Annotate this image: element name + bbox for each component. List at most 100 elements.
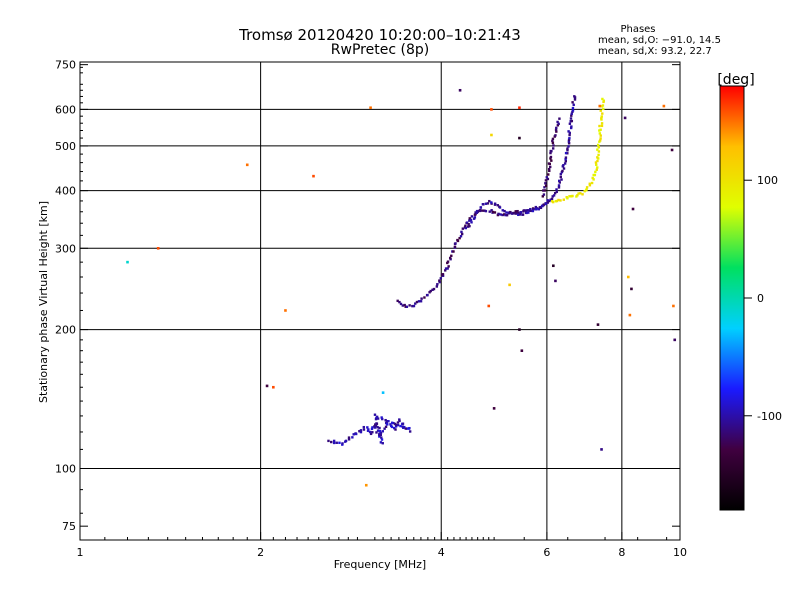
data-point xyxy=(571,194,574,198)
data-point xyxy=(596,156,599,159)
data-point xyxy=(429,289,432,293)
data-point xyxy=(452,250,455,253)
data-point xyxy=(623,116,627,120)
data-point xyxy=(531,208,535,211)
data-point xyxy=(467,222,470,226)
data-point xyxy=(568,122,572,125)
data-point xyxy=(367,428,370,431)
data-point xyxy=(332,441,336,445)
data-point xyxy=(381,417,384,421)
data-point xyxy=(601,97,604,101)
data-point xyxy=(567,145,570,148)
grid-lines xyxy=(80,62,680,540)
data-point xyxy=(464,226,468,230)
data-point xyxy=(543,186,546,189)
data-point xyxy=(599,137,602,140)
data-point xyxy=(383,427,386,430)
data-point xyxy=(447,265,450,268)
data-point xyxy=(567,142,571,145)
data-point xyxy=(577,192,580,195)
data-point xyxy=(541,195,545,198)
data-point xyxy=(546,177,550,181)
data-point xyxy=(568,131,571,135)
data-point xyxy=(446,260,450,263)
data-point xyxy=(411,304,414,308)
data-point xyxy=(662,104,666,108)
x-tick-label: 6 xyxy=(543,546,550,559)
data-point xyxy=(483,209,486,212)
data-point xyxy=(368,430,372,434)
data-point xyxy=(544,182,547,185)
data-point xyxy=(537,208,541,211)
data-point xyxy=(546,200,549,204)
data-point xyxy=(596,159,599,163)
data-point xyxy=(527,211,530,214)
data-point xyxy=(347,438,351,441)
data-point xyxy=(561,169,564,173)
data-point xyxy=(380,436,383,439)
data-point xyxy=(401,422,405,425)
data-point xyxy=(558,181,561,184)
data-point xyxy=(498,206,502,209)
data-point xyxy=(516,211,520,215)
data-point xyxy=(545,176,548,179)
data-point xyxy=(588,182,591,185)
colorbar-tick-label: 0 xyxy=(757,292,764,305)
data-point xyxy=(362,428,366,431)
data-point xyxy=(598,104,602,108)
data-point xyxy=(568,137,571,140)
data-point xyxy=(419,300,423,303)
data-point xyxy=(541,204,544,208)
data-point xyxy=(492,407,496,410)
data-point xyxy=(581,193,584,196)
data-point xyxy=(436,283,439,286)
data-point xyxy=(375,422,379,425)
data-point xyxy=(456,238,459,242)
data-point xyxy=(518,328,521,331)
data-point xyxy=(359,430,363,434)
data-point xyxy=(375,431,378,434)
chart-title: Tromsø 20120420 10:20:00–10:21:43 xyxy=(238,26,521,44)
data-point xyxy=(386,423,389,426)
data-point xyxy=(399,302,403,306)
data-point xyxy=(670,148,674,152)
data-point xyxy=(412,304,416,308)
data-point xyxy=(415,300,419,304)
data-point xyxy=(370,427,374,431)
data-point xyxy=(373,425,376,428)
y-tick-label: 75 xyxy=(62,520,76,533)
data-point xyxy=(600,105,603,108)
colorbar-ticks: -100 0 100 xyxy=(744,174,782,423)
data-point xyxy=(590,181,594,185)
data-point xyxy=(458,88,462,92)
data-point xyxy=(559,172,563,176)
data-point xyxy=(373,426,377,429)
data-point xyxy=(549,151,552,155)
data-point xyxy=(554,134,557,137)
data-point xyxy=(600,448,603,451)
data-point xyxy=(369,106,372,110)
data-point xyxy=(585,186,589,189)
data-point xyxy=(390,425,394,429)
data-point xyxy=(544,184,548,188)
data-point xyxy=(507,211,511,214)
data-point xyxy=(272,385,275,389)
data-point xyxy=(493,202,497,205)
data-point xyxy=(501,209,504,212)
data-point xyxy=(156,247,160,250)
data-point xyxy=(526,209,529,212)
stats-x-mode: mean, sd,X: 93.2, 22.7 xyxy=(598,46,712,57)
data-point xyxy=(567,130,570,133)
data-point xyxy=(518,136,521,140)
data-point xyxy=(390,421,394,424)
data-point xyxy=(473,216,477,219)
data-point xyxy=(573,95,576,98)
data-point xyxy=(572,103,575,107)
data-point xyxy=(514,210,517,213)
x-tick-label: 10 xyxy=(673,546,687,559)
data-point xyxy=(593,173,597,177)
data-point xyxy=(548,199,551,203)
data-point xyxy=(559,175,562,179)
data-point xyxy=(488,199,491,203)
chart-subtitle: RwPretec (8p) xyxy=(331,42,429,58)
